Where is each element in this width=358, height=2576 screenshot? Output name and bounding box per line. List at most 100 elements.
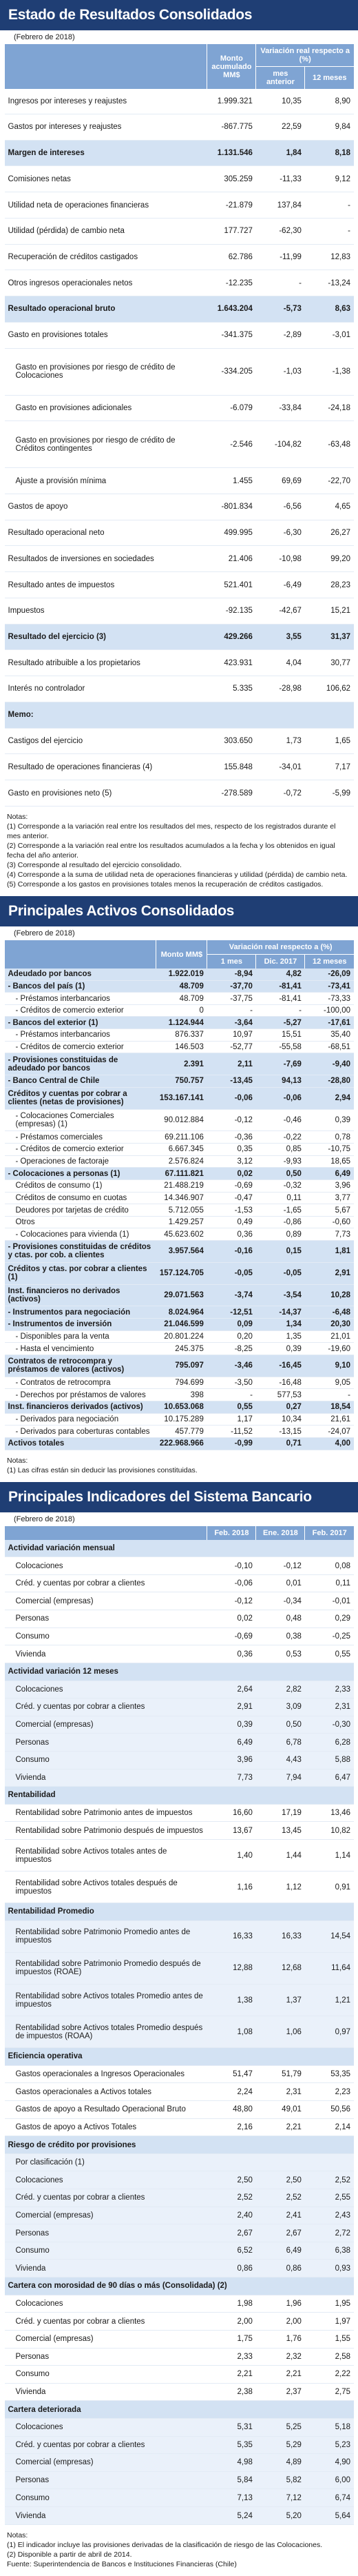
cell-value: 0,50 (255, 1716, 305, 1734)
row-label: Rentabilidad sobre Patrimonio Promedio a… (4, 1920, 207, 1953)
table-body: Ingresos por intereses y reajustes 1.999.… (4, 89, 354, 807)
table-row: - Colocaciones a personas (1) 67.111.821 0… (4, 1167, 354, 1180)
row-label: Gastos operacionales a Ingresos Operacio… (4, 2065, 207, 2084)
row-label: Rentabilidad sobre Activos totales Prome… (4, 2016, 207, 2049)
header-row: Monto acumulado MM$ Variación real respec… (3, 44, 354, 89)
row-label: Comisiones netas (4, 165, 207, 193)
cell-value: 3,09 (255, 1698, 305, 1716)
row-label: Rentabilidad sobre Activos totales Prome… (4, 1984, 207, 2017)
cell-value: 2,16 (207, 2118, 256, 2137)
cell-value: -33,84 (255, 395, 305, 422)
row-label: Comercial (empresas) (4, 2207, 207, 2225)
table-row: - Derechos por préstamos de valores 398-5… (4, 1388, 354, 1402)
cell-value: 1,44 (255, 1839, 305, 1872)
cell-value: 106,62 (304, 676, 354, 702)
section-heading-row: Actividad variación 12 meses (4, 1663, 354, 1681)
row-label: Gastos operacionales a Activos totales (4, 2082, 207, 2101)
section: Estado de Resultados Consolidados (Febrer… (0, 0, 358, 896)
cell-value: 6,00 (304, 2471, 354, 2490)
row-label: Vivienda (4, 1645, 207, 1663)
row-label: Comercial (empresas) (4, 1592, 207, 1611)
cell-value: 0,36 (207, 1228, 256, 1241)
cell-value: 0,02 (207, 1167, 256, 1180)
section-heading-row: Actividad variación mensual (4, 1540, 354, 1558)
table-row: - Derivados para coberturas contables 457… (4, 1425, 354, 1438)
cell-value: -13,24 (304, 270, 354, 297)
cell-value: 90.012.884 (156, 1109, 207, 1132)
cell-value: -22,70 (304, 467, 354, 494)
table-row: Otros 1.429.257 0,49 -0,86 -0,60 (4, 1216, 354, 1229)
section-heading-row: Memo: (4, 702, 354, 729)
row-label: Rentabilidad Promedio (4, 1903, 354, 1921)
header-cell: 1 mes (207, 954, 256, 968)
cell-value: 0,86 (207, 2259, 256, 2278)
cell-value: 2,23 (304, 2082, 354, 2101)
table-row: - Préstamos interbancarios 48.709 -37,75 -8… (4, 992, 354, 1005)
cell-value: -6,30 (255, 520, 305, 547)
cell-value: -334.205 (207, 348, 256, 396)
note: (1) Las cifras están sin deducir las pro… (7, 1466, 198, 1474)
table-row: Comercial (empresas) 1,75 1,76 1,55 (4, 2330, 354, 2349)
cell-value: 16,60 (207, 1804, 256, 1823)
cell-value: - (207, 1388, 256, 1402)
cell-value: 18,65 (304, 1155, 354, 1168)
row-label: Créd. y cuentas por cobrar a clientes (4, 2189, 207, 2207)
row-label: - Derechos por préstamos de valores (4, 1388, 156, 1402)
cell-value: 31,37 (304, 624, 354, 651)
row-label: Utilidad neta de operaciones financieras (4, 192, 207, 219)
section-title: Principales Indicadores del Sistema Banc… (0, 1482, 358, 1512)
cell-value: -14,37 (255, 1306, 305, 1319)
cell-value: 11,64 (304, 1952, 354, 1985)
table-row: - Bancos del país (1) 48.709 -37,70 -81,41-… (4, 980, 354, 993)
row-label: Resultado antes de impuestos (4, 571, 207, 598)
row-label: Colocaciones (4, 2171, 207, 2190)
cell-value: -0,16 (207, 1240, 256, 1263)
row-label: Gasto en provisiones totales (4, 322, 207, 349)
cell-value: 4,82 (255, 968, 305, 981)
notes: Notas: (1) Las cifras están sin deducir l… (4, 1450, 354, 1482)
cell-value: -37,75 (207, 992, 256, 1005)
cell-value: 5,25 (255, 2418, 305, 2437)
cell-value: - (304, 1388, 354, 1402)
section-subtitle: (Febrero de 2018) (14, 929, 75, 937)
section: Principales Activos Consolidados (Febrero… (0, 896, 358, 1482)
row-label: Resultado operacional neto (4, 520, 207, 547)
cell-value: 35,40 (304, 1028, 354, 1042)
table-row: - Colocaciones Comerciales (empresas) (1… (4, 1109, 354, 1132)
table-row: Resultados de inversiones en sociedades 2… (4, 545, 354, 573)
cell-value: -2,89 (255, 322, 305, 349)
table-row: - Bancos del exterior (1) 1.124.944 -3,64-… (4, 1016, 354, 1030)
row-label: Actividad variación 12 meses (4, 1663, 354, 1681)
cell-value: -2.546 (207, 420, 256, 469)
cell-value: 153.167.141 (156, 1087, 207, 1110)
cell-value: -0,06 (207, 1087, 256, 1110)
cell-value: -3,46 (207, 1355, 256, 1377)
cell-value: -16,45 (255, 1355, 305, 1377)
row-label: - Hasta el vencimiento (4, 1342, 156, 1355)
row-label: Gasto en provisiones por riesgo de crédi… (4, 420, 207, 469)
note: (2) Disponible a partir de abril de 2014… (7, 2550, 132, 2559)
cell-value: -68,51 (304, 1041, 354, 1054)
cell-value: 4,89 (255, 2453, 305, 2472)
section-heading-row: Cartera deteriorada (4, 2400, 354, 2419)
cell-value: 750.757 (156, 1075, 207, 1088)
cell-value: 222.968.966 (156, 1437, 207, 1451)
cell-value: 12,68 (255, 1952, 305, 1985)
cell-value: 21,61 (304, 1413, 354, 1426)
table-row: Resultado operacional neto 499.995 -6,30 26… (4, 520, 354, 547)
table-row: Utilidad neta de operaciones financieras… (4, 192, 354, 219)
cell-value: -0,25 (304, 1627, 354, 1646)
cell-value: 8.024.964 (156, 1306, 207, 1319)
table-wrap: Monto acumulado MM$ Variación real respec… (3, 44, 354, 807)
row-label: Castigos del ejercicio (4, 728, 207, 755)
cell-value: 51,47 (207, 2065, 256, 2084)
cell-value: 7,94 (255, 1769, 305, 1787)
cell-value: -63,48 (304, 420, 354, 469)
cell-value: 1.429.257 (156, 1216, 207, 1229)
cell-value: 4,90 (304, 2453, 354, 2472)
table-row: Activos totales 222.968.966 -0,99 0,71 4,00 (4, 1437, 354, 1451)
cell-value: 53,35 (304, 2065, 354, 2084)
table-row: - Préstamos comerciales 69.211.106 -0,36 -0… (4, 1130, 354, 1144)
cell-value: 4,04 (255, 649, 305, 677)
cell-value: 5,23 (304, 2436, 354, 2455)
